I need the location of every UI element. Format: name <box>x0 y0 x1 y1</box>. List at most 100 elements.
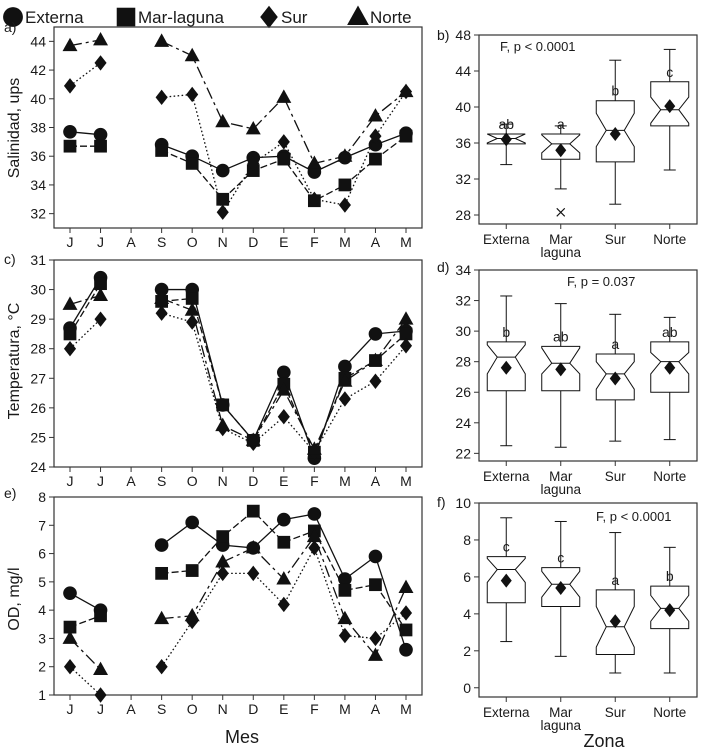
chart-c-point-sur <box>369 373 382 389</box>
chart-b-y-tick-label: 40 <box>455 99 471 115</box>
chart-e-point-norte <box>367 647 383 661</box>
chart-e-x-tick-label: D <box>248 701 258 717</box>
chart-c-point-sur <box>399 338 413 354</box>
chart-e-point-externa <box>185 515 200 530</box>
chart-b-significance-letter-externa: ab <box>498 116 514 132</box>
chart-a-point-norte <box>306 155 322 169</box>
chart-e-point-norte <box>62 630 78 644</box>
chart-d-significance-letter-norte: ab <box>662 324 678 340</box>
stat-annotation-b: F, p < 0.0001 <box>500 39 576 54</box>
chart-c-point-mar-laguna <box>63 327 77 341</box>
panel-label-d: d) <box>437 259 449 275</box>
chart-b-category-label-externa: Externa <box>483 232 530 247</box>
legend-marker-norte <box>347 5 369 26</box>
x-axis-title-mes: Mes <box>225 727 259 747</box>
chart-a-point-sur <box>338 197 351 213</box>
chart-e-x-tick-label: N <box>218 701 228 717</box>
chart-c-point-norte <box>62 296 78 310</box>
ylabel-od: OD, mg/l <box>6 567 23 630</box>
chart-e-point-norte <box>93 661 109 676</box>
chart-f-category-label-sur: Sur <box>605 705 627 720</box>
chart-e-point-sur <box>338 627 351 644</box>
legend-label-norte: Norte <box>370 8 412 27</box>
chart-a-point-sur <box>369 128 382 144</box>
chart-c-point-norte <box>337 373 353 387</box>
panel-e: e) OD, mg/l <box>4 485 23 631</box>
chart-a-point-norte <box>337 148 353 162</box>
chart-b-mean-norte <box>664 99 676 114</box>
chart-e-point-mar-laguna <box>246 504 260 518</box>
chart-b-significance-letter-norte: c <box>666 64 673 80</box>
chart-e-x-tick-label: J <box>67 701 74 717</box>
chart-b-plot-frame <box>478 34 698 225</box>
panel-a: a) Salinidad, ups <box>4 19 23 178</box>
chart-e-point-norte <box>154 610 170 625</box>
chart-e-point-externa <box>307 507 322 521</box>
chart-e-point-sur <box>247 565 260 582</box>
chart-c-point-mar-laguna <box>185 292 199 305</box>
chart-a-y-tick-label: 44 <box>30 33 46 49</box>
chart-e-point-mar-laguna <box>63 620 77 634</box>
chart-c-point-externa <box>154 282 169 297</box>
panel-label-b: b) <box>437 27 449 43</box>
chart-e-point-norte <box>306 528 322 543</box>
chart-a-point-norte <box>367 108 383 122</box>
chart-a-point-norte <box>215 113 231 128</box>
chart-d-category-label-norte: Norte <box>653 469 686 484</box>
chart-e-point-norte <box>337 610 353 625</box>
chart-a-point-norte <box>93 32 109 46</box>
chart-a-point-externa <box>63 124 77 139</box>
chart-f-y-tick-label: 0 <box>463 680 471 696</box>
legend-marker-mar-laguna <box>116 7 136 27</box>
chart-c-point-norte <box>367 352 383 367</box>
legend-label-externa: Externa <box>25 8 84 27</box>
chart-c-point-sur <box>155 305 168 321</box>
chart-e-y-tick-label: 6 <box>38 546 46 562</box>
chart-e-y-tick-label: 3 <box>38 630 46 646</box>
chart-b-category-label-sur: Sur <box>605 232 627 247</box>
chart-b-category-label-mar-laguna: Mar <box>549 232 573 247</box>
chart-e-y-tick-label: 7 <box>38 517 46 533</box>
chart-e-y-tick-label: 2 <box>38 659 46 675</box>
chart-b-outlier-mar-laguna <box>556 207 566 217</box>
chart-c-y-tick-label: 30 <box>30 282 46 298</box>
chart-a-point-sur <box>155 89 168 106</box>
chart-a-x-tick-label: F <box>310 234 319 250</box>
x-axis-title-zona: Zona <box>583 731 625 751</box>
ylabel-temperatura: Temperatura, °C <box>6 303 23 420</box>
chart-a-y-tick-label: 42 <box>30 62 46 78</box>
chart-e-point-sur <box>94 687 107 703</box>
chart-d-mean-norte <box>664 360 676 375</box>
chart-e-point-mar-laguna <box>399 623 413 637</box>
chart-e-y-tick-label: 4 <box>38 602 46 618</box>
chart-e-x-tick-label: M <box>400 701 412 717</box>
chart-a-x-tick-label: M <box>400 234 412 250</box>
chart-c-point-norte <box>184 302 200 316</box>
chart-a-x-tick-label: S <box>157 234 166 250</box>
chart-e-series-line-sur <box>161 546 407 668</box>
chart-f-y-tick-label: 10 <box>455 495 471 511</box>
chart-e-series-line-sur <box>69 666 101 696</box>
legend-marker-externa <box>3 7 23 27</box>
chart-c-y-tick-label: 25 <box>30 429 46 445</box>
chart-e-point-externa <box>63 586 77 600</box>
panel-label-e: e) <box>4 485 16 501</box>
panel-label-a: a) <box>4 19 16 35</box>
chart-e-x-tick-label: S <box>157 701 166 717</box>
chart-c-x-tick-label: F <box>310 473 319 489</box>
chart-b-mean-externa <box>500 132 512 147</box>
chart-c-point-sur <box>277 409 290 425</box>
chart-e-point-externa <box>338 572 352 586</box>
chart-d-y-tick-label: 34 <box>455 262 471 278</box>
chart-a-y-tick-label: 36 <box>30 148 46 164</box>
chart-e-point-sur <box>399 605 413 621</box>
chart-e-point-mar-laguna <box>185 564 199 577</box>
chart-c-x-tick-label: N <box>218 473 228 489</box>
chart-c-point-sur <box>94 311 107 327</box>
panel-b: b) F, p < 0.0001 <box>437 27 576 54</box>
stat-annotation-f: F, p < 0.0001 <box>596 509 672 524</box>
chart-c-x-tick-label: E <box>279 473 288 489</box>
chart-e-x-tick-label: A <box>126 701 136 717</box>
chart-f-y-tick-label: 8 <box>463 532 471 548</box>
chart-f-significance-letter-mar-laguna: c <box>557 550 564 566</box>
